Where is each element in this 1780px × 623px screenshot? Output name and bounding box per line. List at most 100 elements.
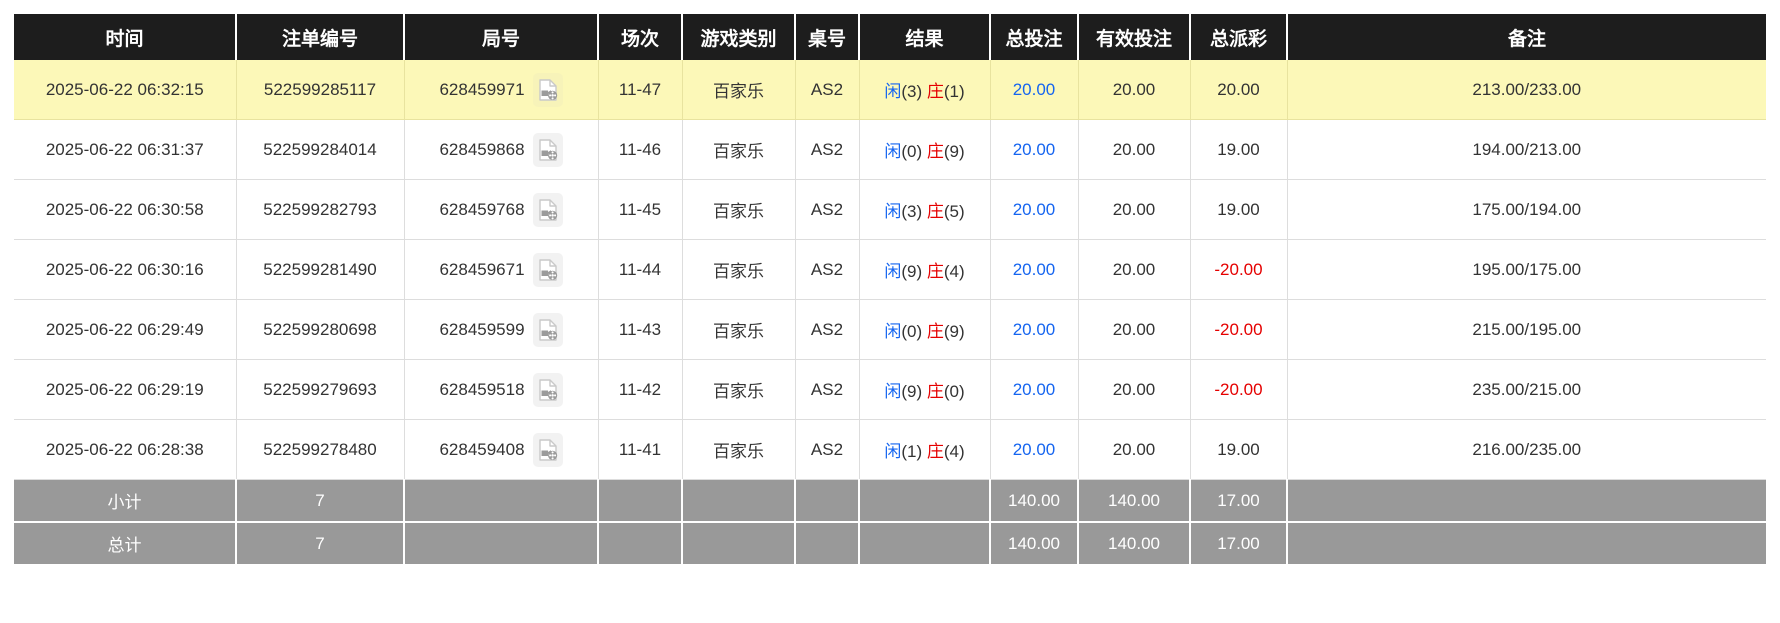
video-replay-icon[interactable]	[532, 252, 563, 287]
video-replay-icon[interactable]	[532, 132, 563, 167]
cell-time: 2025-06-22 06:32:15	[14, 60, 237, 120]
cell-remark: 213.00/233.00	[1287, 60, 1766, 120]
round-no-text: 628459599	[439, 319, 525, 339]
column-header-payout[interactable]: 总派彩	[1190, 14, 1288, 60]
player-label: 闲	[884, 142, 902, 161]
cell-round-no: 628459768	[404, 179, 599, 240]
player-label: 闲	[884, 322, 902, 341]
cell-payout: 20.00	[1190, 60, 1288, 120]
summary-session	[598, 479, 683, 523]
cell-total-bet: 20.00	[990, 419, 1079, 480]
cell-order-no: 522599284014	[236, 119, 405, 180]
video-replay-icon[interactable]	[532, 432, 563, 467]
video-replay-icon[interactable]	[532, 312, 563, 347]
table-row[interactable]: 2025-06-22 06:29:49 522599280698 628459599…	[14, 299, 1766, 360]
cell-time: 2025-06-22 06:31:37	[14, 119, 237, 180]
summary-game-type	[682, 479, 796, 523]
table-row[interactable]: 2025-06-22 06:29:19 522599279693 628459518…	[14, 359, 1766, 420]
column-header-total-bet[interactable]: 总投注	[990, 14, 1079, 60]
table-row[interactable]: 2025-06-22 06:30:58 522599282793 628459768…	[14, 179, 1766, 240]
round-no-text: 628459671	[439, 259, 525, 279]
cell-result: 闲(9) 庄(4)	[859, 239, 991, 300]
column-header-game-type[interactable]: 游戏类别	[682, 14, 796, 60]
summary-valid-bet: 140.00	[1078, 522, 1191, 564]
round-no-text: 628459768	[439, 199, 525, 219]
total-bet-link[interactable]: 20.00	[1012, 139, 1056, 159]
cell-order-no: 522599285117	[236, 60, 405, 120]
payout-value: 19.00	[1217, 139, 1260, 159]
table-row[interactable]: 2025-06-22 06:32:15 522599285117 628459971…	[14, 60, 1766, 120]
cell-time: 2025-06-22 06:29:19	[14, 359, 237, 420]
column-header-remark[interactable]: 备注	[1287, 14, 1766, 60]
total-bet-link[interactable]: 20.00	[1012, 379, 1056, 399]
table-row[interactable]: 2025-06-22 06:30:16 522599281490 628459671…	[14, 239, 1766, 300]
banker-points: (4)	[943, 442, 965, 461]
summary-count: 7	[236, 522, 405, 564]
cell-table-no: AS2	[795, 60, 860, 120]
cell-table-no: AS2	[795, 419, 860, 480]
column-header-round-no[interactable]: 局号	[404, 14, 599, 60]
cell-time: 2025-06-22 06:28:38	[14, 419, 237, 480]
player-label: 闲	[884, 202, 902, 221]
video-replay-icon[interactable]	[532, 72, 563, 107]
table-header: 时间 注单编号 局号 场次 游戏类别 桌号 结果 总投注 有效投注 总派彩 备注	[14, 14, 1766, 60]
banker-label: 庄	[926, 322, 944, 341]
cell-total-bet: 20.00	[990, 179, 1079, 240]
cell-payout: -20.00	[1190, 239, 1288, 300]
video-replay-icon[interactable]	[532, 372, 563, 407]
player-points: (3)	[901, 82, 923, 101]
cell-payout: -20.00	[1190, 359, 1288, 420]
cell-valid-bet: 20.00	[1078, 299, 1191, 360]
summary-label: 小计	[14, 479, 237, 523]
round-no-wrapper: 628459971	[411, 72, 592, 107]
cell-payout: -20.00	[1190, 299, 1288, 360]
total-bet-link[interactable]: 20.00	[1012, 319, 1056, 339]
cell-result: 闲(0) 庄(9)	[859, 299, 991, 360]
summary-valid-bet: 140.00	[1078, 479, 1191, 523]
cell-total-bet: 20.00	[990, 359, 1079, 420]
cell-order-no: 522599279693	[236, 359, 405, 420]
banker-label: 庄	[926, 202, 944, 221]
cell-time: 2025-06-22 06:30:58	[14, 179, 237, 240]
cell-table-no: AS2	[795, 239, 860, 300]
payout-value: 19.00	[1217, 199, 1260, 219]
cell-valid-bet: 20.00	[1078, 419, 1191, 480]
summary-result	[859, 479, 991, 523]
total-bet-link[interactable]: 20.00	[1012, 199, 1056, 219]
cell-table-no: AS2	[795, 299, 860, 360]
total-bet-link[interactable]: 20.00	[1012, 259, 1056, 279]
summary-payout: 17.00	[1190, 522, 1288, 564]
player-label: 闲	[884, 382, 902, 401]
cell-session: 11-45	[598, 179, 683, 240]
column-header-session[interactable]: 场次	[598, 14, 683, 60]
cell-order-no: 522599281490	[236, 239, 405, 300]
cell-game-type: 百家乐	[682, 239, 796, 300]
total-bet-link[interactable]: 20.00	[1012, 439, 1056, 459]
round-no-wrapper: 628459868	[411, 132, 592, 167]
summary-remark	[1287, 522, 1766, 564]
banker-points: (1)	[943, 82, 965, 101]
player-label: 闲	[884, 262, 902, 281]
payout-value: -20.00	[1214, 259, 1263, 279]
banker-points: (0)	[943, 382, 965, 401]
table-row[interactable]: 2025-06-22 06:31:37 522599284014 628459868…	[14, 119, 1766, 180]
cell-table-no: AS2	[795, 179, 860, 240]
player-points: (0)	[901, 322, 923, 341]
banker-points: (5)	[943, 202, 965, 221]
column-header-table-no[interactable]: 桌号	[795, 14, 860, 60]
banker-label: 庄	[926, 82, 944, 101]
video-replay-icon[interactable]	[532, 192, 563, 227]
table-row[interactable]: 2025-06-22 06:28:38 522599278480 628459408…	[14, 419, 1766, 480]
cell-valid-bet: 20.00	[1078, 359, 1191, 420]
total-bet-link[interactable]: 20.00	[1012, 79, 1056, 99]
column-header-result[interactable]: 结果	[859, 14, 991, 60]
cell-game-type: 百家乐	[682, 299, 796, 360]
column-header-order-no[interactable]: 注单编号	[236, 14, 405, 60]
header-row: 时间 注单编号 局号 场次 游戏类别 桌号 结果 总投注 有效投注 总派彩 备注	[14, 14, 1766, 60]
summary-total-bet: 140.00	[990, 479, 1079, 523]
column-header-valid-bet[interactable]: 有效投注	[1078, 14, 1191, 60]
cell-total-bet: 20.00	[990, 119, 1079, 180]
cell-remark: 215.00/195.00	[1287, 299, 1766, 360]
cell-session: 11-42	[598, 359, 683, 420]
column-header-time[interactable]: 时间	[14, 14, 237, 60]
